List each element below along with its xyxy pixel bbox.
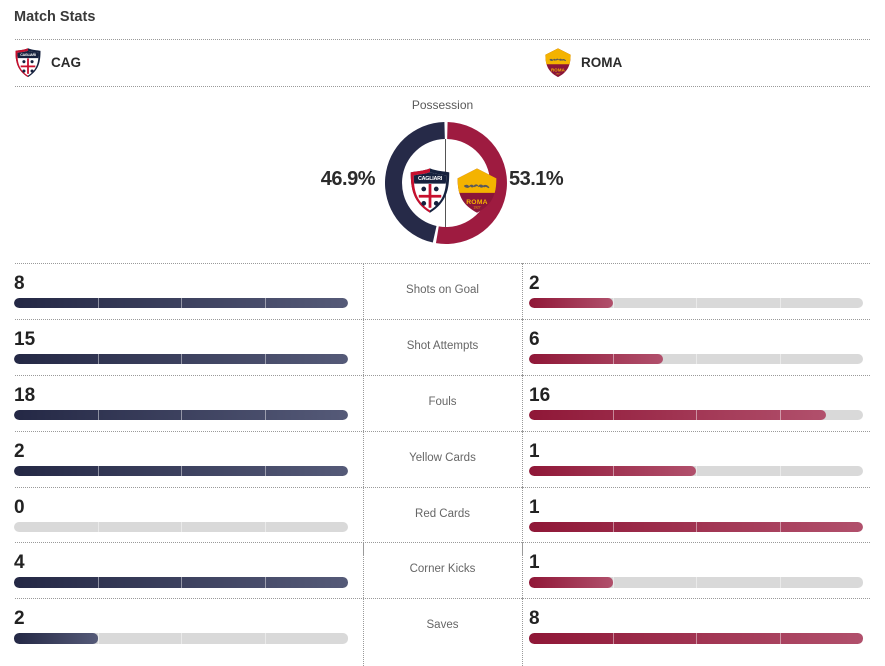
svg-text:ROMA: ROMA: [551, 67, 566, 72]
svg-text:CAGLIARI: CAGLIARI: [20, 53, 36, 57]
svg-text:1927: 1927: [556, 73, 562, 75]
svg-text:1927: 1927: [473, 206, 480, 210]
svg-text:CAGLIARI: CAGLIARI: [418, 176, 443, 182]
